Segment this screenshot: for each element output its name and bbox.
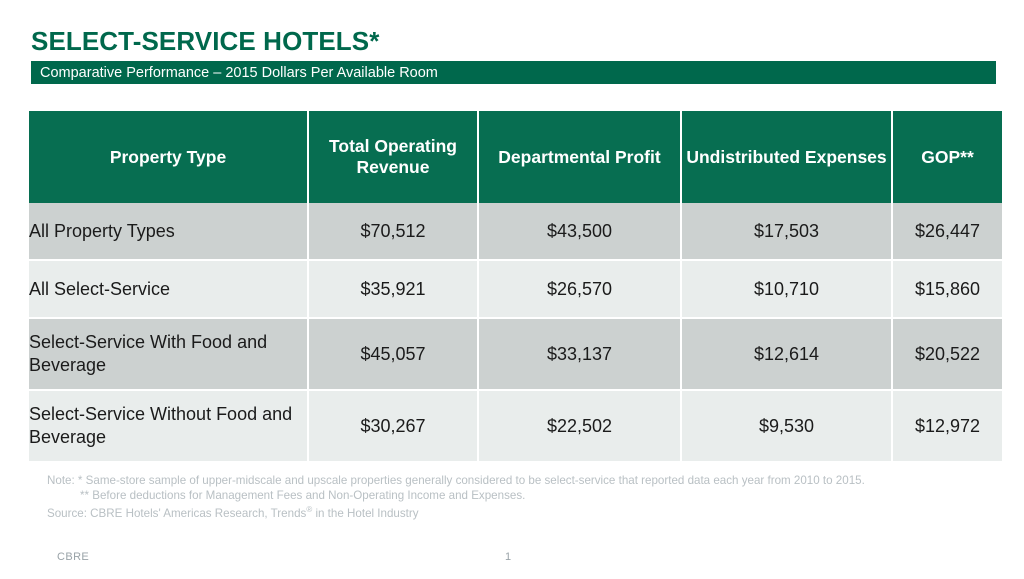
footer-brand-label: CBRE	[57, 551, 90, 563]
footnote-gop-definition: ** Before deductions for Management Fees…	[80, 488, 526, 502]
cell-gop: $20,522	[893, 319, 1002, 391]
column-header-gop: GOP**	[893, 111, 1002, 203]
cell-total-operating-revenue: $30,267	[309, 391, 479, 463]
cell-gop: $12,972	[893, 391, 1002, 463]
subtitle-band: Comparative Performance – 2015 Dollars P…	[31, 61, 996, 84]
cell-departmental-profit: $22,502	[479, 391, 682, 463]
cell-property-type: All Select-Service	[29, 261, 309, 319]
cell-total-operating-revenue: $45,057	[309, 319, 479, 391]
cell-departmental-profit: $26,570	[479, 261, 682, 319]
table-row: All Property Types $70,512 $43,500 $17,5…	[29, 203, 1002, 261]
footnote-sample-definition: Note: * Same-store sample of upper-midsc…	[47, 474, 865, 487]
cell-gop: $15,860	[893, 261, 1002, 319]
cell-departmental-profit: $33,137	[479, 319, 682, 391]
footnote-source-prefix: Source: CBRE Hotels' Americas Research, …	[47, 507, 307, 521]
cell-undistributed-expenses: $17,503	[682, 203, 893, 261]
column-header-departmental-profit: Departmental Profit	[479, 111, 682, 203]
table-row: Select-Service With Food and Beverage $4…	[29, 319, 1002, 391]
cell-property-type: Select-Service Without Food and Beverage	[29, 391, 309, 463]
column-header-total-operating-revenue: Total Operating Revenue	[309, 111, 479, 203]
table-header-row: Property Type Total Operating Revenue De…	[29, 111, 1002, 203]
table-row: Select-Service Without Food and Beverage…	[29, 391, 1002, 463]
column-header-undistributed-expenses: Undistributed Expenses	[682, 111, 893, 203]
cell-total-operating-revenue: $70,512	[309, 203, 479, 261]
cell-undistributed-expenses: $9,530	[682, 391, 893, 463]
cell-property-type: Select-Service With Food and Beverage	[29, 319, 309, 391]
cell-undistributed-expenses: $12,614	[682, 319, 893, 391]
cell-property-type: All Property Types	[29, 203, 309, 261]
footnote-source: Source: CBRE Hotels' Americas Research, …	[47, 503, 997, 521]
footer-page-number: 1	[505, 551, 512, 563]
subtitle-text: Comparative Performance – 2015 Dollars P…	[40, 65, 438, 81]
cell-undistributed-expenses: $10,710	[682, 261, 893, 319]
registered-mark-icon: ®	[306, 505, 313, 515]
footnotes: Note: * Same-store sample of upper-midsc…	[47, 474, 997, 522]
table-row: All Select-Service $35,921 $26,570 $10,7…	[29, 261, 1002, 319]
cell-gop: $26,447	[893, 203, 1002, 261]
cell-departmental-profit: $43,500	[479, 203, 682, 261]
performance-table: Property Type Total Operating Revenue De…	[29, 111, 1002, 463]
column-header-property-type: Property Type	[29, 111, 309, 203]
footnote-source-suffix: in the Hotel Industry	[312, 507, 419, 521]
cell-total-operating-revenue: $35,921	[309, 261, 479, 319]
page-title: SELECT-SERVICE HOTELS*	[31, 26, 380, 56]
